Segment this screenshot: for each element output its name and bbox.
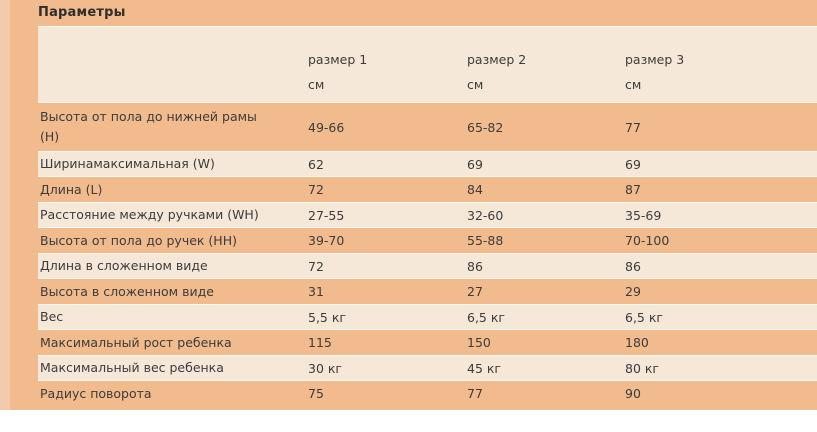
row-value: 72 [308,258,324,274]
row-value: 150 [467,335,491,350]
row-value: 35-69 [625,207,662,223]
table-title: Параметры [38,5,126,20]
table-header: размер 1 см размер 2 см размер 3 см [38,26,817,103]
row-value: 62 [308,156,324,172]
row-value: 87 [625,182,641,197]
table-row: Максимальный рост ребенка 115 150 180 [38,330,817,355]
table-row: Высота в сложенном виде 31 27 29 [38,279,817,304]
row-value: 84 [467,182,483,197]
row-label: Высота в сложенном виде [40,283,214,299]
row-value: 55-88 [467,233,504,248]
row-value: 80 кг [625,360,659,376]
table-row: Высота от пола до ручек (HH) 39-70 55-88 70… [38,228,817,253]
table-row: Длина в сложенном виде 72 86 86 [38,253,817,279]
table-row: Максимальный вес ребенка 30 кг 45 кг 80 кг [38,355,817,381]
row-value: 77 [467,386,483,401]
table-row: Вес 5,5 кг 6,5 кг 6,5 кг [38,304,817,330]
row-value: 27 [467,284,483,299]
row-value: 6,5 кг [625,309,663,325]
row-value: 49-66 [308,119,345,135]
left-margin-strip [0,0,10,410]
table-row: Высота от пола до нижней рамы (H) 49-66 65… [38,103,817,151]
table-row: Ширинамаксимальная (W) 62 69 69 [38,151,817,177]
header-col-label: размер 3 [625,52,685,67]
row-label: Высота от пола до нижней рамы (H) [40,109,257,144]
table-row: Расстояние между ручками (WH) 27-55 32-60 3… [38,202,817,228]
row-value: 5,5 кг [308,309,346,325]
header-col-label: размер 2 [467,52,527,67]
row-label: Радиус поворота [40,385,152,401]
row-value: 70-100 [625,233,670,248]
header-col-size1: размер 1 см [308,47,467,102]
row-label: Максимальный рост ребенка [40,334,232,350]
row-value: 180 [625,335,649,350]
header-col-size3: размер 3 см [625,47,817,102]
row-value: 39-70 [308,233,345,248]
row-value: 6,5 кг [467,309,505,325]
row-value: 115 [308,335,332,350]
row-value: 77 [625,119,641,135]
row-label: Длина в сложенном виде [40,258,208,273]
parameters-table: Параметры размер 1 см размер 2 см размер… [38,0,817,406]
header-col-label: размер 1 [308,52,368,67]
row-value: 69 [625,156,641,172]
row-value: 29 [625,284,641,299]
parameters-panel: Параметры размер 1 см размер 2 см размер… [0,0,817,410]
row-label: Расстояние между ручками (WH) [40,207,259,222]
row-value: 86 [625,258,641,274]
row-value: 32-60 [467,207,504,223]
row-value: 69 [467,156,483,172]
row-value: 75 [308,386,324,401]
table-row: Радиус поворота 75 77 90 [38,381,817,406]
header-empty-cell [38,97,308,102]
header-col-unit: см [467,77,484,92]
header-col-unit: см [308,77,325,92]
row-value: 31 [308,284,324,299]
header-col-unit: см [625,77,642,92]
row-value: 45 кг [467,360,501,376]
row-value: 30 кг [308,360,342,376]
table-body: Высота от пола до нижней рамы (H) 49-66 65… [38,103,817,406]
row-value: 72 [308,182,324,197]
row-value: 86 [467,258,483,274]
row-label: Максимальный вес ребенка [40,360,224,375]
row-label: Длина (L) [40,181,103,197]
row-value: 90 [625,386,641,401]
row-label: Вес [40,309,64,324]
row-label: Высота от пола до ручек (HH) [40,232,237,248]
table-row: Длина (L) 72 84 87 [38,177,817,202]
row-value: 65-82 [467,119,504,135]
header-col-size2: размер 2 см [467,47,625,102]
row-label: Ширинамаксимальная (W) [40,156,215,171]
row-value: 27-55 [308,207,345,223]
